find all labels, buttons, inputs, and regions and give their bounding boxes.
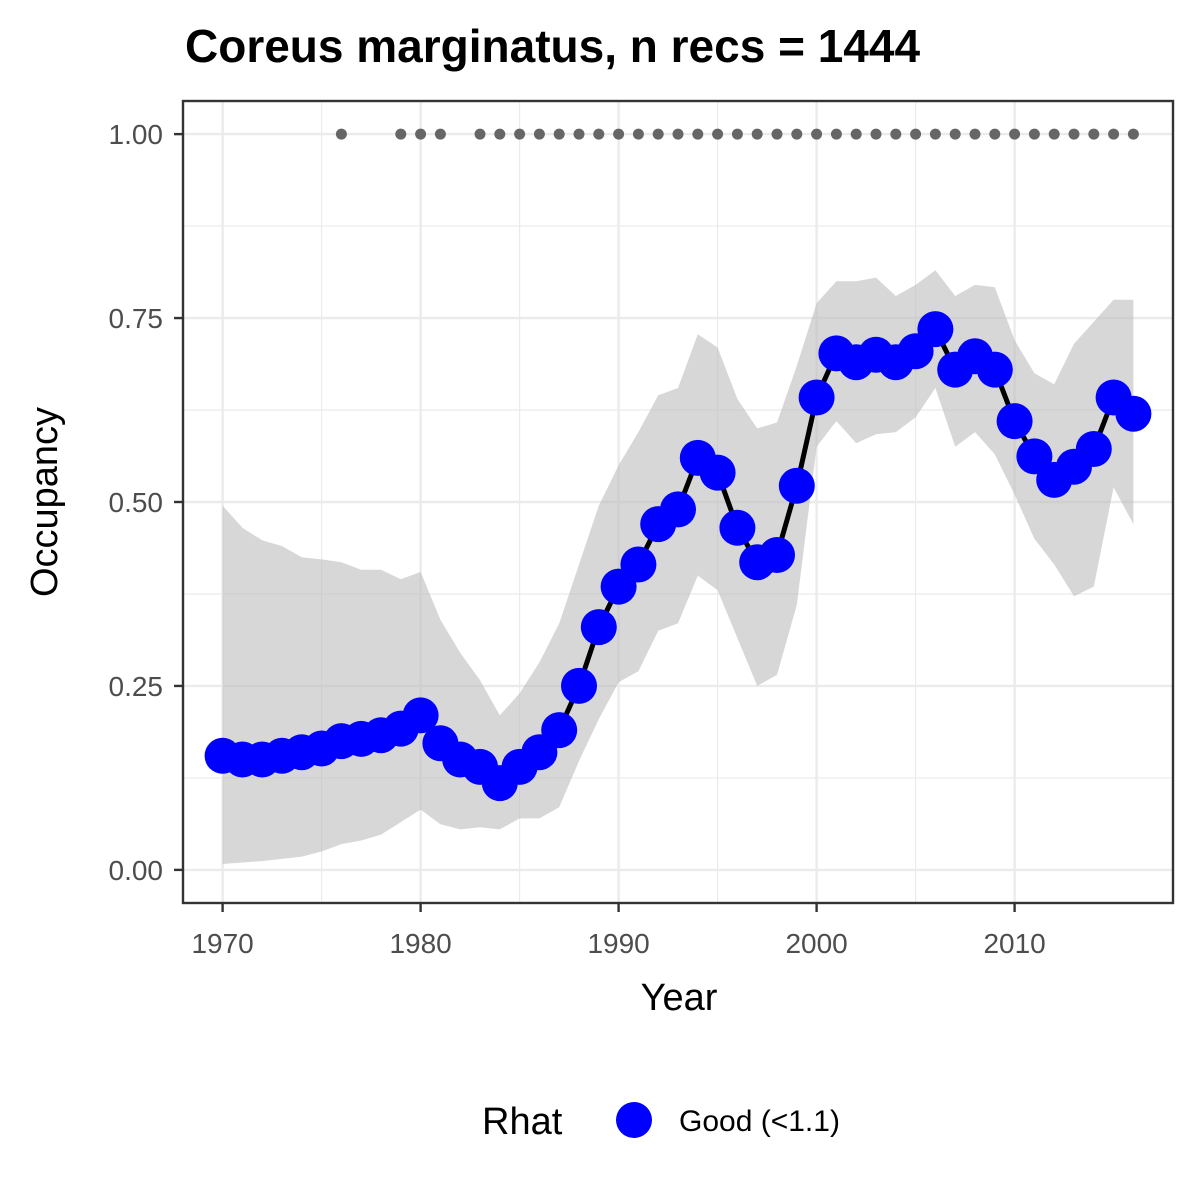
occupancy-point (1016, 438, 1053, 475)
occupancy-point (996, 403, 1033, 440)
record-year-marker (949, 128, 961, 140)
record-year-marker (989, 128, 1001, 140)
record-year-marker (593, 128, 605, 140)
record-year-marker (771, 128, 783, 140)
record-year-marker (533, 128, 545, 140)
legend-title: Rhat (482, 1101, 563, 1143)
y-tick-label: 0.25 (109, 671, 164, 702)
occupancy-point (660, 491, 696, 528)
record-year-marker (1127, 128, 1139, 140)
x-tick-label: 1970 (191, 928, 253, 959)
record-year-marker (474, 128, 486, 140)
legend-key-good (616, 1102, 652, 1138)
x-axis-title: Year (641, 977, 718, 1019)
occupancy-point (719, 509, 756, 546)
occupancy-point (620, 546, 657, 583)
legend-label-good: Good (<1.1) (679, 1105, 840, 1138)
record-year-marker (791, 128, 803, 140)
record-year-marker (692, 128, 704, 140)
occupancy-point (541, 712, 578, 749)
record-year-marker (335, 128, 347, 140)
record-year-marker (969, 128, 981, 140)
occupancy-point (699, 454, 736, 491)
record-year-marker (870, 128, 882, 140)
record-year-marker (613, 128, 625, 140)
record-year-marker (652, 128, 664, 140)
record-year-marker (890, 128, 902, 140)
occupancy-point (1115, 395, 1152, 432)
record-year-marker (553, 128, 565, 140)
x-tick-label: 2010 (983, 928, 1045, 959)
occupancy-point (580, 609, 617, 646)
record-year-marker (712, 128, 724, 140)
occupancy-point (798, 379, 835, 416)
occupancy-point (917, 311, 954, 348)
record-year-marker (1088, 128, 1100, 140)
y-axis-title: Occupancy (24, 407, 66, 597)
record-year-marker (573, 128, 585, 140)
record-year-marker (632, 128, 644, 140)
y-tick-label: 0.75 (109, 303, 164, 334)
record-year-marker (929, 128, 941, 140)
record-year-marker (1028, 128, 1040, 140)
occupancy-point (1075, 431, 1112, 467)
legend: Rhat Good (<1.1) (482, 1101, 840, 1143)
x-axis-ticks: 1970 1980 1990 2000 2010 (191, 903, 1046, 959)
occupancy-point (561, 667, 597, 704)
chart-title: Coreus marginatus, n recs = 1444 (185, 20, 920, 72)
occupancy-points (204, 311, 1152, 802)
record-year-marker (1108, 128, 1120, 140)
record-year-marker (415, 128, 427, 140)
occupancy-point (402, 697, 439, 734)
record-year-marker (751, 128, 763, 140)
record-year-marker (1048, 128, 1060, 140)
record-year-marker (1009, 128, 1021, 140)
record-year-marker (830, 128, 842, 140)
record-year-marker (850, 128, 862, 140)
occupancy-point (976, 351, 1013, 388)
record-year-marker (494, 128, 506, 140)
occupancy-point (759, 537, 795, 573)
y-tick-label: 1.00 (109, 119, 164, 150)
y-tick-label: 0.00 (109, 855, 164, 886)
occupancy-point (778, 467, 815, 504)
record-year-marker (395, 128, 407, 140)
x-tick-label: 2000 (785, 928, 847, 959)
credible-interval-ribbon (222, 270, 1134, 864)
record-year-marker (731, 128, 743, 140)
record-year-marker (910, 128, 922, 140)
y-axis-ticks: 0.00 0.25 0.50 0.75 1.00 (109, 119, 183, 886)
record-year-marker (672, 128, 684, 140)
y-tick-label: 0.50 (109, 487, 164, 518)
record-year-marker (1068, 128, 1080, 140)
record-year-marker (434, 128, 446, 140)
record-year-marker (811, 128, 823, 140)
x-tick-label: 1980 (389, 928, 451, 959)
x-tick-label: 1990 (587, 928, 649, 959)
record-year-markers (335, 128, 1139, 140)
record-year-marker (514, 128, 526, 140)
